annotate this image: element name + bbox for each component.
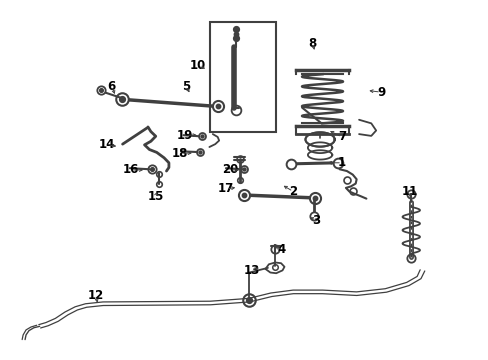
Text: 16: 16	[123, 163, 139, 176]
Bar	[210, 22, 276, 132]
Text: 12: 12	[87, 289, 103, 302]
Text: 8: 8	[308, 37, 316, 50]
Text: 11: 11	[401, 185, 418, 198]
Text: 3: 3	[312, 214, 320, 227]
Text: 5: 5	[182, 80, 190, 93]
Text: 19: 19	[177, 129, 193, 142]
Text: 7: 7	[337, 130, 346, 144]
Text: 10: 10	[190, 59, 206, 72]
Text: 6: 6	[107, 80, 116, 93]
Text: 13: 13	[243, 264, 260, 277]
Text: 4: 4	[277, 243, 285, 256]
Text: 1: 1	[337, 156, 346, 169]
Text: 15: 15	[147, 190, 163, 203]
Text: 9: 9	[376, 86, 385, 99]
Text: 17: 17	[217, 183, 234, 195]
Text: 2: 2	[288, 185, 297, 198]
Text: 18: 18	[172, 147, 188, 159]
Text: 20: 20	[221, 163, 238, 176]
Text: 14: 14	[99, 138, 115, 151]
